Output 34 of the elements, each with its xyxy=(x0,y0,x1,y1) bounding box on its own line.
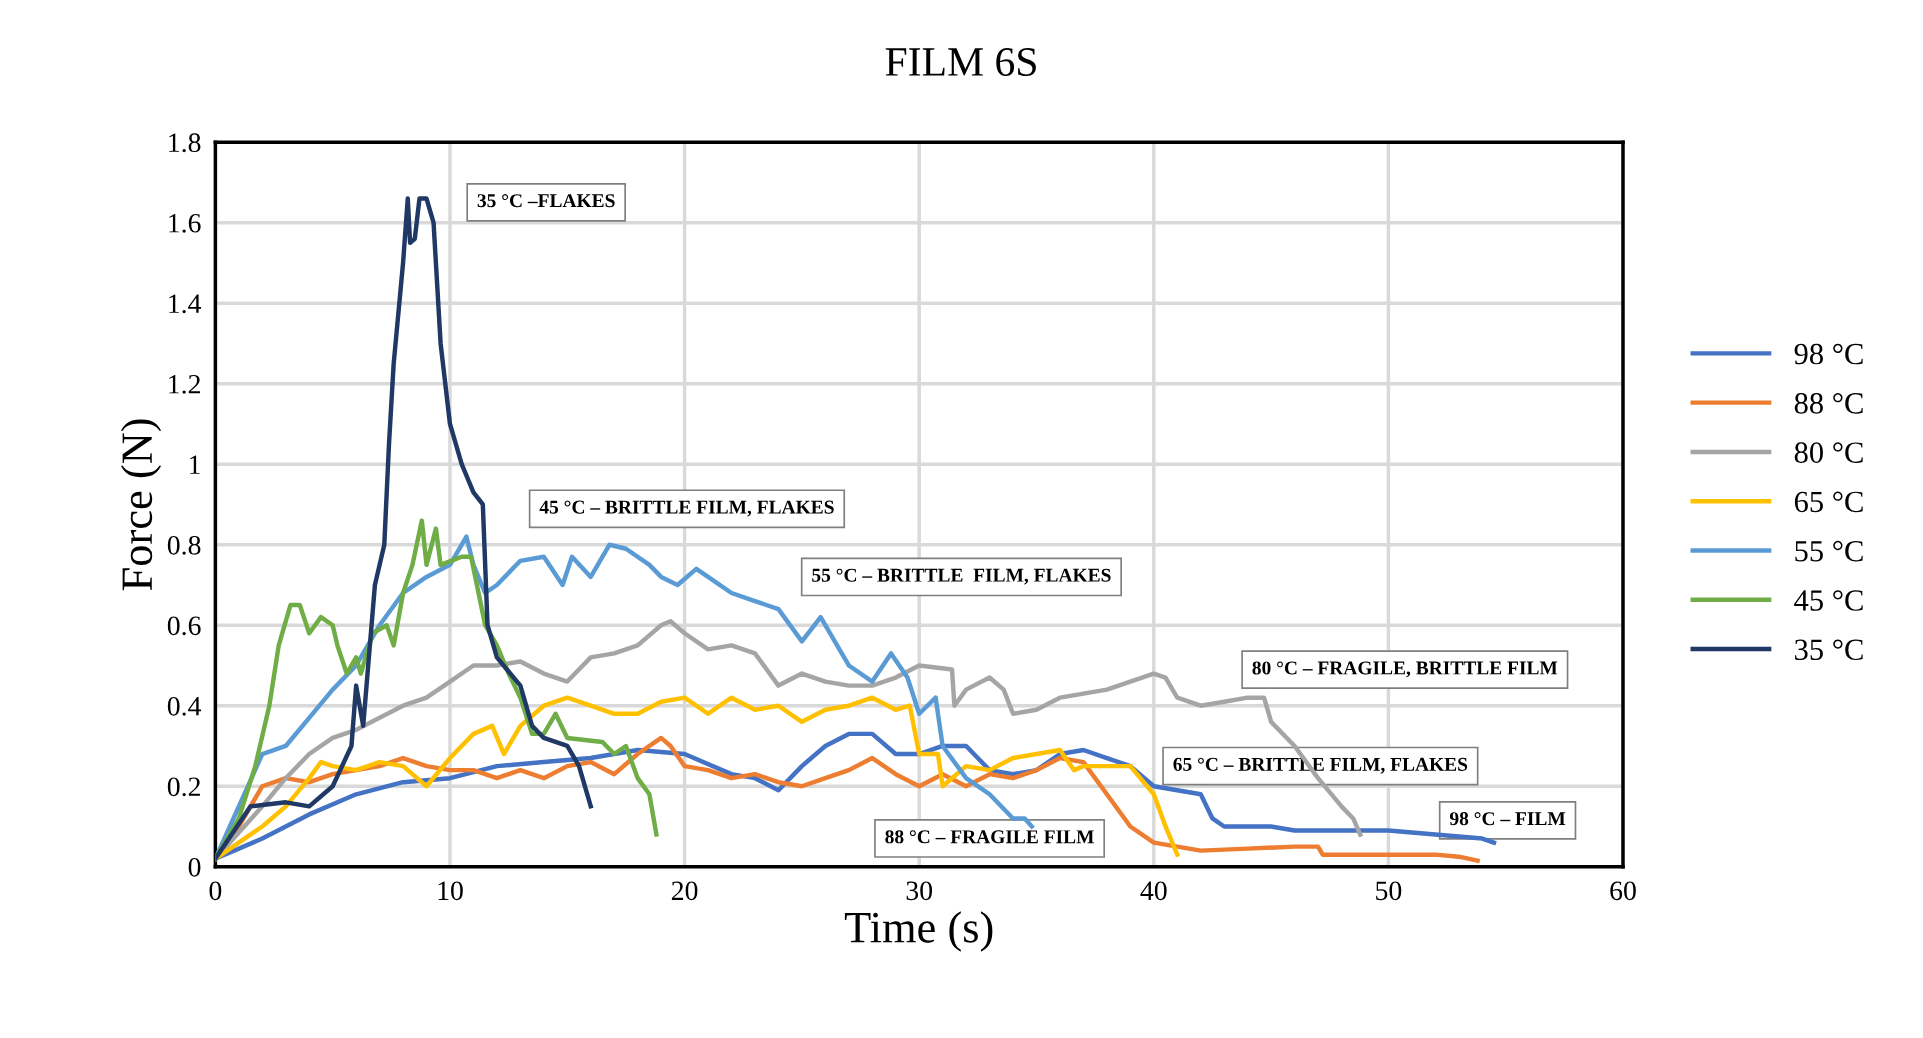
y-tick-label: 1.2 xyxy=(169,374,200,394)
legend-label: 88 °C xyxy=(1794,393,1863,414)
legend-label: 98 °C xyxy=(1794,343,1863,365)
annotation: 45 °C – BRITTLE FILM, FLAKES xyxy=(539,500,834,517)
y-tick-label: 1 xyxy=(190,455,200,474)
annotation: 88 °C – FRAGILE FILM xyxy=(885,830,1094,844)
x-tick-label: 60 xyxy=(1610,881,1636,901)
annotation: 98 °C – FILM xyxy=(1449,812,1566,826)
legend-label: 65 °C xyxy=(1794,491,1863,513)
x-tick-label: 10 xyxy=(438,881,463,901)
y-tick-label: 0 xyxy=(188,857,201,877)
x-tick-label: 50 xyxy=(1376,881,1402,901)
legend-label: 45 °C xyxy=(1794,590,1863,611)
annotation: 55 °C – BRITTLE FILM, FLAKES xyxy=(812,568,1111,585)
legend-label: 55 °C xyxy=(1795,540,1863,562)
x-tick-label: 0 xyxy=(209,881,222,901)
x-tick-label: 30 xyxy=(906,881,933,901)
legend-label: 80 °C xyxy=(1794,442,1863,463)
x-tick-label: 40 xyxy=(1140,881,1167,901)
y-tick-label: 0.4 xyxy=(167,696,202,716)
y-tick-label: 0.2 xyxy=(167,777,200,797)
y-tick-label: 1.6 xyxy=(169,213,201,233)
annotation: 65 °C – BRITTLE FILM, FLAKES xyxy=(1173,757,1468,774)
x-tick-label: 20 xyxy=(671,881,698,901)
legend-label: 35 °C xyxy=(1795,639,1863,661)
x-axis-title: Time (s) xyxy=(844,911,993,952)
y-tick-label: 0.6 xyxy=(167,616,201,636)
y-tick-label: 1.4 xyxy=(169,294,202,314)
chart-title: FILM 6S xyxy=(885,48,1036,77)
y-tick-label: 0.8 xyxy=(167,535,201,555)
y-axis-title: Force (N) xyxy=(120,419,162,591)
annotation: 80 °C – FRAGILE, BRITTLE FILM xyxy=(1252,661,1558,678)
y-tick-label: 1.8 xyxy=(169,133,201,153)
annotation: 35 °C –FLAKES xyxy=(477,194,615,208)
